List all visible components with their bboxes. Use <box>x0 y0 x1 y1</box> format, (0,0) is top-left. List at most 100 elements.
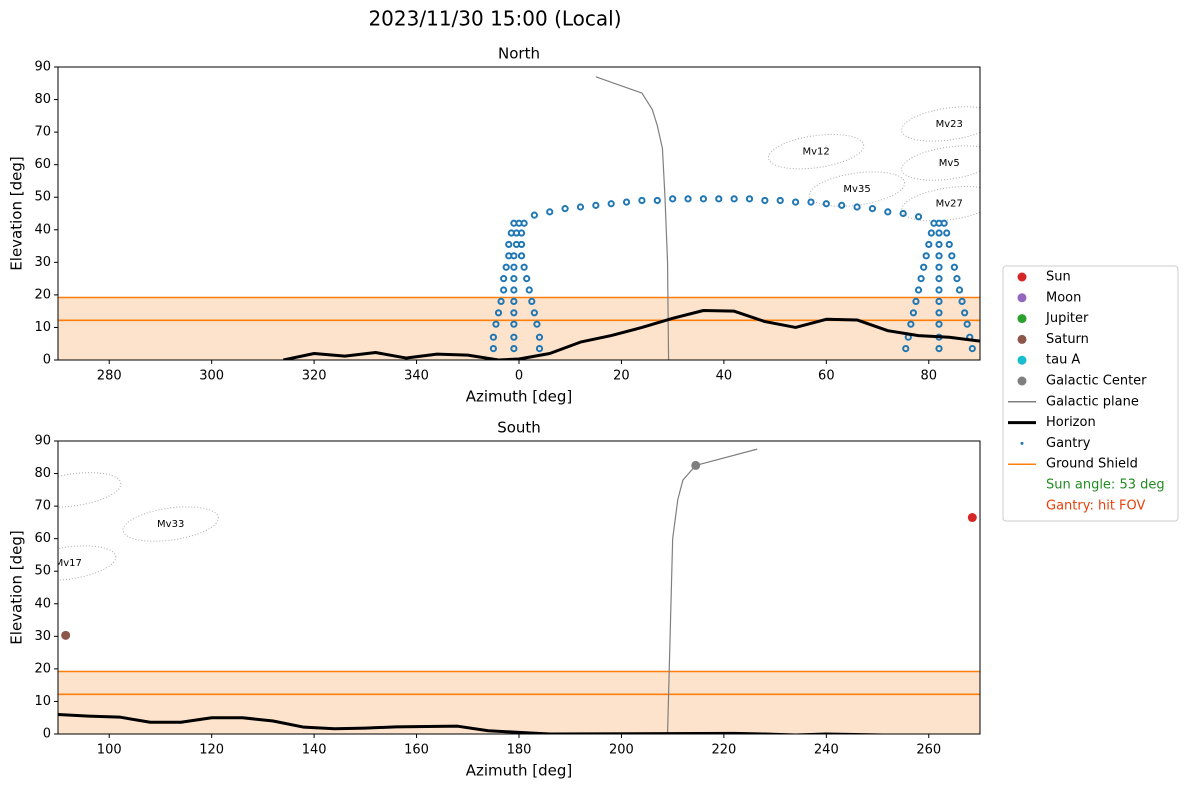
y-tick-label: 80 <box>34 466 51 481</box>
gantry-point <box>943 229 951 237</box>
y-tick-label: 20 <box>34 661 51 676</box>
gantry-point <box>925 240 933 249</box>
gantry-point <box>935 252 943 260</box>
gantry-point <box>948 252 956 260</box>
gantry-point <box>500 275 508 283</box>
gantry-point <box>922 252 930 260</box>
gantry-point <box>510 252 518 260</box>
y-tick-label: 10 <box>34 694 51 709</box>
gantry-point <box>510 263 518 271</box>
x-tick-label: 280 <box>97 369 122 384</box>
gantry-point <box>961 309 969 317</box>
gantry-point <box>653 196 661 205</box>
fov-label: Mv33 <box>157 519 184 530</box>
gantry-point <box>638 196 646 205</box>
x-tick-label: 80 <box>921 369 938 384</box>
gantry-point <box>884 208 892 216</box>
gantry-point <box>699 195 708 203</box>
y-tick-label: 80 <box>34 92 51 107</box>
y-axis-label: Elevation [deg] <box>8 156 26 270</box>
x-tick-label: 120 <box>199 743 224 758</box>
gantry-point <box>517 252 526 260</box>
y-tick-label: 90 <box>34 60 51 75</box>
fov-label: Mv35 <box>843 184 870 195</box>
legend-marker <box>1017 334 1027 344</box>
x-tick-label: 160 <box>404 743 429 758</box>
gantry-point <box>523 275 531 283</box>
x-tick-label: 180 <box>507 743 532 758</box>
legend-label: Moon <box>1046 290 1081 305</box>
gantry-point <box>909 309 918 317</box>
legend-label: Ground Shield <box>1046 457 1138 472</box>
gantry-point <box>950 263 958 271</box>
legend-label: Galactic plane <box>1046 394 1139 409</box>
gantry-point <box>958 297 966 305</box>
gantry-point <box>533 320 541 328</box>
x-tick-label: 260 <box>916 743 941 758</box>
gantry-point <box>510 286 518 294</box>
y-tick-label: 40 <box>34 596 51 611</box>
figure-title: 2023/11/30 15:00 (Local) <box>368 7 621 31</box>
gantry-point <box>914 286 923 294</box>
y-tick-label: 40 <box>34 222 51 237</box>
gantry-point <box>684 195 692 203</box>
gantry-point <box>963 320 971 328</box>
legend-label: Gantry <box>1046 436 1091 451</box>
x-tick-label: 0 <box>515 369 523 384</box>
gantry-point <box>935 286 943 294</box>
gantry-point <box>945 240 953 249</box>
gantry-point <box>576 203 585 211</box>
gantry-point <box>494 309 503 317</box>
y-tick-label: 90 <box>34 434 51 449</box>
y-tick-label: 30 <box>34 629 51 644</box>
gantry-point <box>935 309 943 317</box>
gantry-point <box>502 263 510 271</box>
gantry-point <box>917 275 925 283</box>
gantry-point <box>489 345 497 353</box>
legend-label: Horizon <box>1046 415 1096 430</box>
legend-note: Gantry: hit FOV <box>1046 498 1146 513</box>
gantry-point <box>592 201 600 209</box>
y-axis-label: Elevation [deg] <box>8 530 26 644</box>
gantry-point <box>489 333 497 341</box>
legend-marker <box>1020 441 1024 445</box>
galactic-plane <box>595 76 670 360</box>
y-tick-label: 60 <box>34 531 51 546</box>
gantry-point <box>955 286 964 294</box>
horizon <box>58 712 912 734</box>
gantry-point <box>968 345 976 353</box>
gantry-point <box>530 309 538 317</box>
object-marker <box>61 630 71 640</box>
fov-region <box>58 545 117 581</box>
gantry-point <box>517 229 526 237</box>
legend-label: tau A <box>1046 353 1080 368</box>
gantry-point <box>907 320 915 328</box>
x-tick-label: 20 <box>613 369 630 384</box>
y-tick-label: 60 <box>34 157 51 172</box>
gantry-point <box>510 297 518 305</box>
gantry-point <box>902 345 910 353</box>
gantry-point <box>935 263 943 271</box>
x-tick-label: 200 <box>609 743 634 758</box>
gantry-point <box>953 275 961 283</box>
gantry-point <box>935 297 943 305</box>
legend-marker <box>1017 376 1027 386</box>
y-tick-label: 30 <box>34 255 51 270</box>
gantry-point <box>622 198 631 206</box>
x-axis-label: Azimuth [deg] <box>466 388 573 406</box>
fov-label: Mv17 <box>55 558 82 569</box>
x-tick-label: 60 <box>818 369 835 384</box>
fov-label: Mv27 <box>936 199 963 210</box>
gantry-point <box>500 286 508 294</box>
fov-region <box>808 171 906 207</box>
axes-title: North <box>498 45 540 63</box>
x-tick-label: 240 <box>814 743 839 758</box>
gantry-point <box>510 333 518 341</box>
gantry-point <box>776 196 784 205</box>
x-tick-label: 320 <box>302 369 327 384</box>
gantry-point <box>899 209 907 218</box>
fov-label: Mv5 <box>939 158 960 169</box>
x-tick-label: 300 <box>199 369 224 384</box>
gantry-point <box>492 320 500 328</box>
gantry-point <box>517 240 526 249</box>
